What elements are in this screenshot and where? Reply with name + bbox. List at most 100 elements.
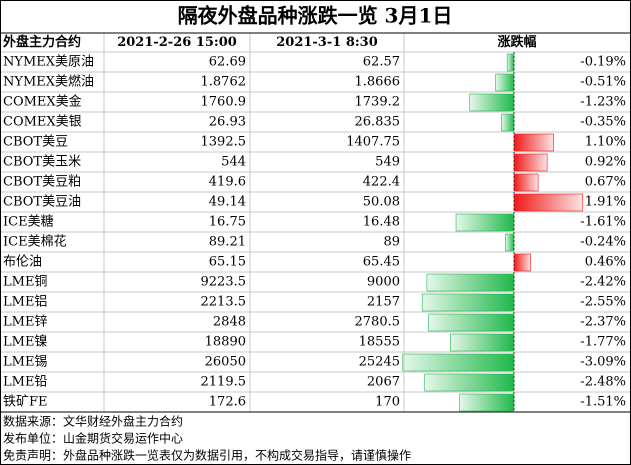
data-bar: [402, 353, 515, 372]
data-bar: [449, 333, 515, 352]
cell-prev: 419.6: [209, 175, 246, 190]
cell-name: NYMEX美燃油: [3, 74, 94, 90]
cell-curr: 422.4: [363, 175, 400, 190]
cell-prev: 26.93: [209, 115, 246, 130]
cell-change: -1.77%: [580, 335, 626, 350]
data-bar: [455, 213, 515, 232]
cell-name: CBOT美豆粕: [3, 175, 81, 190]
cell-name: 铁矿FE: [3, 395, 48, 410]
data-bar: [426, 273, 515, 292]
cell-curr: 1739.2: [355, 95, 401, 110]
cell-change: -0.51%: [580, 75, 626, 90]
cell-name: CBOT美玉米: [3, 155, 81, 170]
cell-curr: 26.835: [355, 115, 401, 130]
data-bar: [495, 73, 515, 92]
cell-prev: 2119.5: [201, 375, 247, 390]
cell-prev: 16.75: [209, 215, 246, 230]
cell-name: LME铜: [3, 275, 47, 290]
data-bar: [513, 253, 531, 272]
data-bar: [513, 173, 539, 192]
cell-change: 0.46%: [585, 255, 626, 270]
cell-curr: 9000: [367, 275, 400, 290]
header-cell: 2021-3-1 8:30: [276, 35, 378, 50]
cell-change: 0.67%: [585, 175, 626, 190]
cell-name: COMEX美金: [3, 94, 82, 110]
note: 发布单位：山金期货交易运作中心: [3, 431, 183, 446]
cell-prev: 49.14: [209, 195, 246, 210]
cell-curr: 65.45: [363, 255, 400, 270]
cell-name: 布伦油: [3, 255, 42, 270]
cell-change: -0.19%: [580, 55, 626, 70]
cell-name: CBOT美豆: [3, 135, 68, 150]
note: 数据来源：文华财经外盘主力合约: [3, 414, 183, 429]
cell-curr: 170: [375, 395, 400, 410]
cell-change: -2.48%: [580, 375, 626, 390]
cell-curr: 549: [375, 155, 400, 170]
cell-name: LME锡: [3, 355, 47, 370]
cell-prev: 9223.5: [201, 275, 247, 290]
cell-change: -2.37%: [580, 315, 626, 330]
cell-change: -3.09%: [580, 355, 626, 370]
cell-name: CBOT美豆油: [3, 195, 81, 210]
cell-curr: 1.8666: [355, 75, 401, 90]
cell-name: LME锌: [3, 315, 47, 330]
data-bar: [513, 133, 554, 152]
cell-change: 1.10%: [585, 135, 626, 150]
cell-change: -2.55%: [580, 295, 626, 310]
note: 免责声明：外盘品种涨跌一览表仅为数据引用，不构成交易指导，请谨慎操作: [3, 448, 411, 463]
cell-curr: 50.08: [363, 195, 400, 210]
data-bar: [421, 293, 515, 312]
cell-change: 0.92%: [585, 155, 626, 170]
data-bar: [428, 313, 515, 332]
cell-prev: 89.21: [209, 235, 246, 250]
cell-change: -1.61%: [580, 215, 626, 230]
cell-change: -2.42%: [580, 275, 626, 290]
cell-prev: 62.69: [209, 55, 246, 70]
cell-change: -1.23%: [580, 95, 626, 110]
cell-prev: 1392.5: [201, 135, 247, 150]
cell-name: COMEX美银: [3, 115, 82, 130]
cell-prev: 544: [221, 155, 246, 170]
data-bar: [513, 193, 584, 212]
cell-prev: 26050: [205, 355, 246, 370]
cell-curr: 2067: [367, 375, 400, 390]
cell-curr: 18555: [359, 335, 400, 350]
cell-change: -0.35%: [580, 115, 626, 130]
cell-name: LME铅: [3, 375, 47, 390]
cell-change: -0.24%: [580, 235, 626, 250]
cell-prev: 18890: [205, 335, 246, 350]
cell-curr: 16.48: [363, 215, 400, 230]
data-bar: [459, 393, 515, 412]
cell-change: 1.91%: [585, 195, 626, 210]
cell-curr: 25245: [359, 355, 400, 370]
data-bar: [501, 113, 515, 132]
cell-change: -1.51%: [580, 395, 626, 410]
cell-prev: 65.15: [209, 255, 246, 270]
cell-prev: 2213.5: [201, 295, 247, 310]
cell-curr: 1407.75: [346, 135, 400, 150]
cell-prev: 1.8762: [201, 75, 247, 90]
data-bar: [424, 373, 515, 392]
cell-name: LME铝: [3, 295, 47, 310]
cell-name: ICE美糖: [3, 214, 54, 230]
header-cell: 外盘主力合约: [2, 34, 81, 50]
cell-curr: 62.57: [363, 55, 400, 70]
title: 隔夜外盘品种涨跌一览 3月1日: [178, 4, 453, 28]
data-bar: [469, 93, 515, 112]
cell-prev: 1760.9: [201, 95, 247, 110]
cell-name: ICE美棉花: [3, 234, 67, 250]
cell-curr: 89: [383, 235, 400, 250]
cell-prev: 2848: [213, 315, 246, 330]
cell-curr: 2157: [367, 295, 400, 310]
header-cell: 涨跌幅: [496, 34, 536, 50]
header-cell: 2021-2-26 15:00: [117, 35, 237, 50]
cell-name: LME镍: [3, 335, 47, 350]
data-bar: [506, 53, 515, 72]
data-bar: [513, 153, 548, 172]
cell-curr: 2780.5: [355, 315, 401, 330]
cell-name: NYMEX美原油: [3, 55, 94, 70]
data-bar: [505, 233, 515, 252]
cell-prev: 172.6: [209, 395, 246, 410]
